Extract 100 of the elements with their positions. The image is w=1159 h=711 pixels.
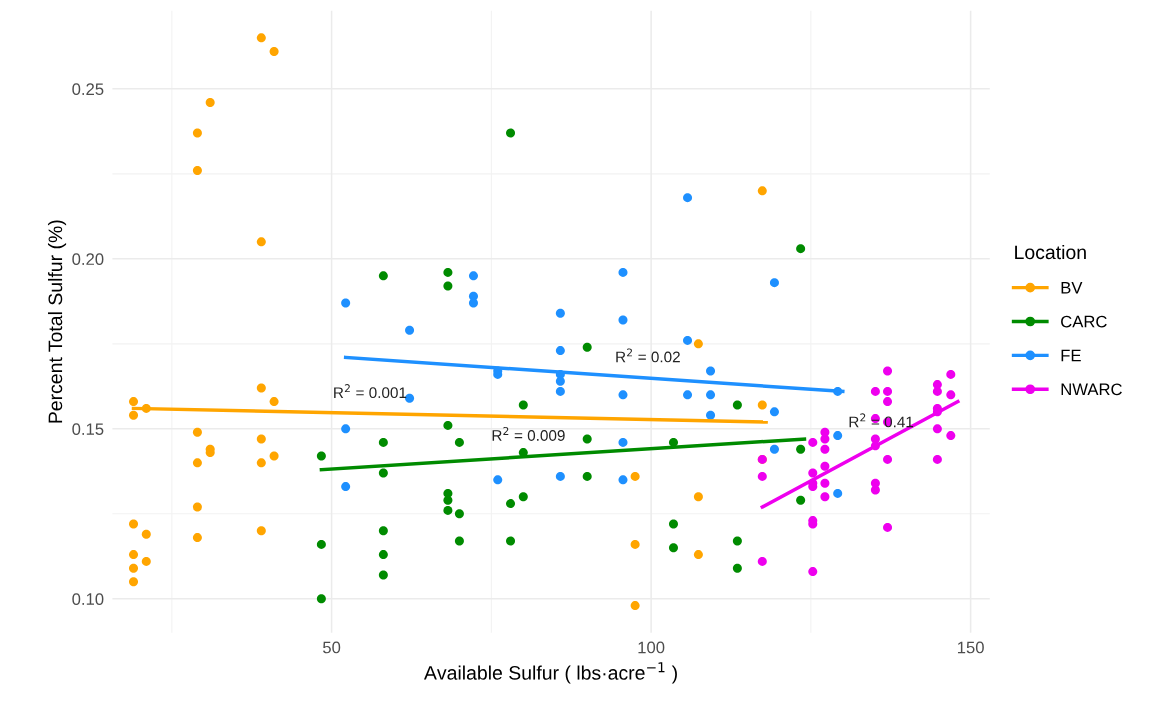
point	[378, 550, 388, 560]
point	[618, 267, 628, 277]
y-tick-label: 0.10	[72, 593, 104, 605]
point	[316, 594, 326, 604]
point	[555, 376, 565, 386]
point	[192, 502, 202, 512]
point	[468, 298, 478, 308]
point	[820, 444, 830, 454]
point	[820, 461, 830, 471]
legend-title: Location	[1015, 244, 1086, 260]
point	[454, 536, 464, 546]
point	[141, 556, 151, 566]
point	[757, 556, 767, 566]
point	[378, 570, 388, 580]
point	[192, 128, 202, 138]
point	[946, 390, 956, 400]
point	[378, 437, 388, 447]
point	[493, 475, 503, 485]
point	[630, 471, 640, 481]
point	[192, 458, 202, 468]
point	[820, 434, 830, 444]
point	[518, 492, 528, 502]
point	[316, 539, 326, 549]
point	[693, 492, 703, 502]
point	[808, 437, 818, 447]
point	[883, 397, 893, 407]
point	[946, 431, 956, 441]
point	[706, 410, 716, 420]
point	[256, 526, 266, 536]
point	[618, 475, 628, 485]
point	[555, 346, 565, 356]
point	[706, 390, 716, 400]
point	[883, 522, 893, 532]
point	[443, 281, 453, 291]
point	[769, 444, 779, 454]
point	[757, 471, 767, 481]
point	[693, 339, 703, 349]
point	[796, 495, 806, 505]
point	[555, 386, 565, 396]
point	[316, 451, 326, 461]
point	[256, 383, 266, 393]
point	[683, 193, 693, 203]
point	[618, 315, 628, 325]
point	[555, 471, 565, 481]
point	[269, 451, 279, 461]
legend-label: CARC	[1061, 315, 1107, 328]
point	[141, 529, 151, 539]
point	[443, 505, 453, 515]
legend-label: NWARC	[1061, 383, 1122, 396]
point	[256, 237, 266, 247]
point	[582, 434, 592, 444]
point	[668, 437, 678, 447]
point	[405, 325, 415, 335]
point	[205, 97, 215, 107]
point	[769, 407, 779, 417]
point	[518, 400, 528, 410]
point	[757, 186, 767, 196]
point	[883, 366, 893, 376]
point	[129, 519, 139, 529]
point	[269, 46, 279, 56]
legend-label: BV	[1061, 282, 1083, 294]
point	[378, 526, 388, 536]
y-tick-label: 0.15	[72, 423, 104, 436]
point	[506, 536, 516, 546]
legend-label: FE	[1061, 349, 1081, 362]
point	[506, 499, 516, 509]
point	[870, 485, 880, 495]
point	[946, 369, 956, 379]
x-tick-label: 150	[957, 641, 984, 654]
point	[820, 478, 830, 488]
point	[129, 550, 139, 560]
point	[883, 454, 893, 464]
point	[341, 298, 351, 308]
x-axis-title: Available Sulfur ( lbs·acre$^{−1}$ )	[423, 662, 677, 684]
annotation: R$^{2}$ = 0.009	[492, 426, 565, 441]
point	[820, 492, 830, 502]
point	[668, 519, 678, 529]
point	[443, 420, 453, 430]
point	[256, 434, 266, 444]
y-axis-title: Percent Total Sulfur (%)	[47, 220, 67, 423]
point	[683, 390, 693, 400]
point	[693, 550, 703, 560]
point	[129, 410, 139, 420]
point	[870, 386, 880, 396]
point	[769, 278, 779, 288]
point	[256, 458, 266, 468]
point	[808, 468, 818, 478]
point	[796, 444, 806, 454]
point	[468, 271, 478, 281]
point	[405, 393, 415, 403]
point	[932, 424, 942, 434]
point	[582, 471, 592, 481]
annotation: R$^{2}$ = 0.02	[616, 348, 680, 363]
point	[833, 488, 843, 498]
point	[192, 165, 202, 175]
point	[192, 533, 202, 543]
point	[808, 567, 818, 577]
point	[618, 437, 628, 447]
point	[833, 431, 843, 441]
point	[378, 271, 388, 281]
